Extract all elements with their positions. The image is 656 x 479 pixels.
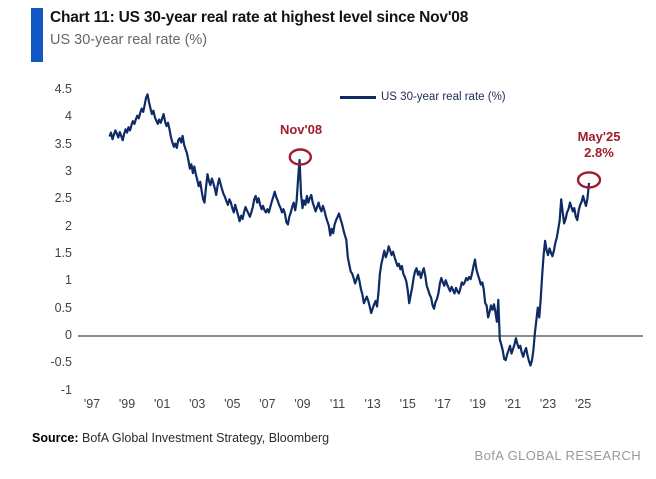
y-tick-label: -0.5 bbox=[50, 355, 72, 370]
chart-subtitle: US 30-year real rate (%) bbox=[50, 32, 208, 48]
chart-title: Chart 11: US 30-year real rate at highes… bbox=[50, 9, 469, 26]
y-tick-label: 1 bbox=[65, 273, 72, 288]
y-tick-label: -1 bbox=[60, 382, 72, 397]
title-accent-bar bbox=[31, 8, 43, 62]
x-tick-label: '19 bbox=[469, 397, 487, 411]
nov08-annotation-label: Nov'08 bbox=[279, 122, 323, 137]
y-tick-label: 2.5 bbox=[54, 191, 72, 206]
may25-value-label: 2.8% bbox=[584, 145, 614, 160]
chart-legend: US 30-year real rate (%) bbox=[340, 91, 506, 103]
x-tick-label: '21 bbox=[504, 397, 522, 411]
x-tick-label: '07 bbox=[259, 397, 276, 411]
y-tick-label: 4 bbox=[65, 109, 72, 124]
source-note: Source: BofA Global Investment Strategy,… bbox=[32, 431, 329, 445]
bofa-global-research-brand: BofA GLOBAL RESEARCH bbox=[474, 448, 641, 463]
y-tick-label: 4.5 bbox=[54, 81, 72, 96]
y-tick-label: 0 bbox=[65, 328, 72, 342]
x-tick-label: '23 bbox=[539, 397, 557, 411]
x-tick-label: '99 bbox=[118, 397, 136, 411]
x-tick-label: '03 bbox=[189, 397, 206, 411]
x-tick-label: '05 bbox=[224, 397, 241, 411]
x-tick-label: '17 bbox=[434, 397, 451, 411]
x-tick-label: '01 bbox=[154, 397, 171, 411]
y-tick-label: 1.5 bbox=[54, 245, 72, 260]
y-tick-label: 3 bbox=[65, 163, 72, 178]
y-tick-label: 2 bbox=[65, 218, 72, 233]
legend-line-swatch bbox=[340, 95, 376, 99]
nov08-highlight-ellipse bbox=[288, 148, 312, 166]
rate-line-series bbox=[108, 93, 591, 367]
x-tick-label: '25 bbox=[574, 397, 592, 411]
source-label: Source: bbox=[32, 431, 79, 445]
y-tick-label: 0.5 bbox=[54, 300, 72, 315]
x-tick-label: '15 bbox=[399, 397, 416, 411]
legend-label: US 30-year real rate (%) bbox=[381, 91, 506, 103]
x-tick-label: '11 bbox=[329, 397, 346, 411]
y-tick-label: 3.5 bbox=[54, 136, 72, 151]
may25-highlight-ellipse bbox=[576, 171, 602, 189]
may25-annotation-label: May'25 bbox=[577, 129, 621, 144]
x-tick-label: '13 bbox=[364, 397, 381, 411]
source-text: BofA Global Investment Strategy, Bloombe… bbox=[78, 431, 330, 445]
x-tick-label: '97 bbox=[83, 397, 101, 411]
x-tick-label: '09 bbox=[294, 397, 311, 411]
